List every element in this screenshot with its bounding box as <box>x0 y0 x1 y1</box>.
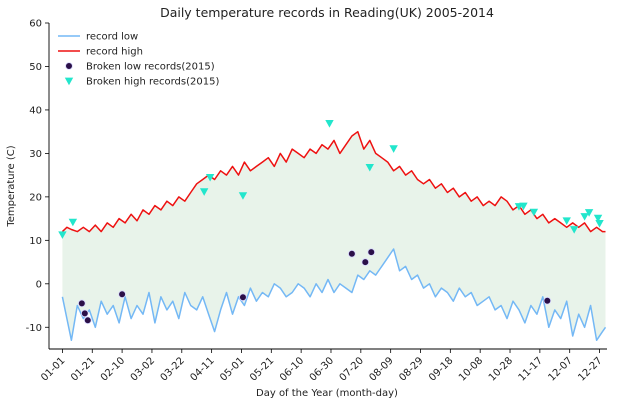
x-tick-label: 02-10 <box>99 355 127 383</box>
record-range-fill <box>62 131 606 341</box>
broken-high-marker <box>593 214 603 223</box>
broken-high-marker <box>58 231 67 239</box>
legend-label: Broken low records(2015) <box>86 62 215 73</box>
y-tick-label: 0 <box>36 279 42 290</box>
broken-low-marker <box>78 299 86 308</box>
x-tick-label: 08-09 <box>367 355 395 383</box>
broken-low-marker <box>118 290 126 299</box>
broken-high-marker <box>519 202 528 211</box>
legend-broken-high-swatch <box>64 77 74 86</box>
broken-high-marker <box>580 213 589 221</box>
y-tick-label: 40 <box>29 105 42 116</box>
y-tick-label: 20 <box>29 192 42 203</box>
legend-label: Broken high records(2015) <box>86 77 219 88</box>
y-tick-label: -10 <box>26 323 42 334</box>
y-tick-label: 50 <box>29 62 42 73</box>
x-tick-label: 07-20 <box>338 355 366 383</box>
broken-low-marker <box>83 316 92 325</box>
plot-area <box>58 120 607 342</box>
broken-high-marker <box>529 208 539 217</box>
y-tick-label: 10 <box>29 236 42 247</box>
legend-broken-low-swatch <box>65 62 73 70</box>
legend-label: record high <box>86 47 143 58</box>
x-tick-label: 10-08 <box>457 355 485 383</box>
broken-high-marker <box>199 188 209 196</box>
broken-high-marker <box>68 218 78 227</box>
x-tick-label: 08-29 <box>397 355 425 383</box>
legend: record low record high Broken low records(… <box>58 32 219 88</box>
x-tick-label: 03-22 <box>159 355 187 383</box>
broken-high-marker <box>325 120 334 128</box>
record-low-line <box>61 248 607 342</box>
broken-high-marker <box>584 209 594 217</box>
broken-high-marker <box>205 173 215 182</box>
chart-title: Daily temperature records in Reading(UK)… <box>160 5 494 20</box>
broken-high-marker <box>595 220 604 228</box>
x-axis-label: Day of the Year (month-day) <box>256 388 398 399</box>
broken-low-marker <box>367 248 376 256</box>
x-tick-label: 06-30 <box>308 355 336 383</box>
broken-low-marker <box>543 296 552 305</box>
x-tick-label: 05-01 <box>218 355 246 383</box>
y-tick-label: 60 <box>29 19 42 30</box>
x-tick-label: 04-11 <box>188 355 216 383</box>
x-tick-label: 01-21 <box>69 355 97 383</box>
broken-high-marker <box>238 192 248 200</box>
broken-low-marker <box>361 258 370 266</box>
broken-high-marker <box>569 226 579 234</box>
x-tick-label: 12-27 <box>576 355 604 383</box>
x-tick-label: 09-18 <box>427 355 455 383</box>
legend-label: record low <box>86 32 138 43</box>
x-tick-label: 06-10 <box>278 355 306 383</box>
broken-high-marker <box>389 145 398 153</box>
x-tick-label: 05-21 <box>248 355 276 383</box>
x-tick-label: 10-28 <box>487 355 515 383</box>
broken-low-marker <box>239 293 247 302</box>
x-tick-label: 03-02 <box>129 355 157 383</box>
x-tick-label: 01-01 <box>39 355 67 383</box>
broken-high-marker <box>562 217 571 225</box>
x-tick-label: 12-07 <box>546 355 574 383</box>
y-tick-label: 30 <box>29 149 42 160</box>
y-axis-label: Temperature (C) <box>6 145 17 227</box>
x-tick-label: 11-17 <box>517 355 545 383</box>
broken-low-marker <box>348 250 356 258</box>
broken-low-marker <box>81 309 89 318</box>
broken-high-marker <box>365 163 374 172</box>
